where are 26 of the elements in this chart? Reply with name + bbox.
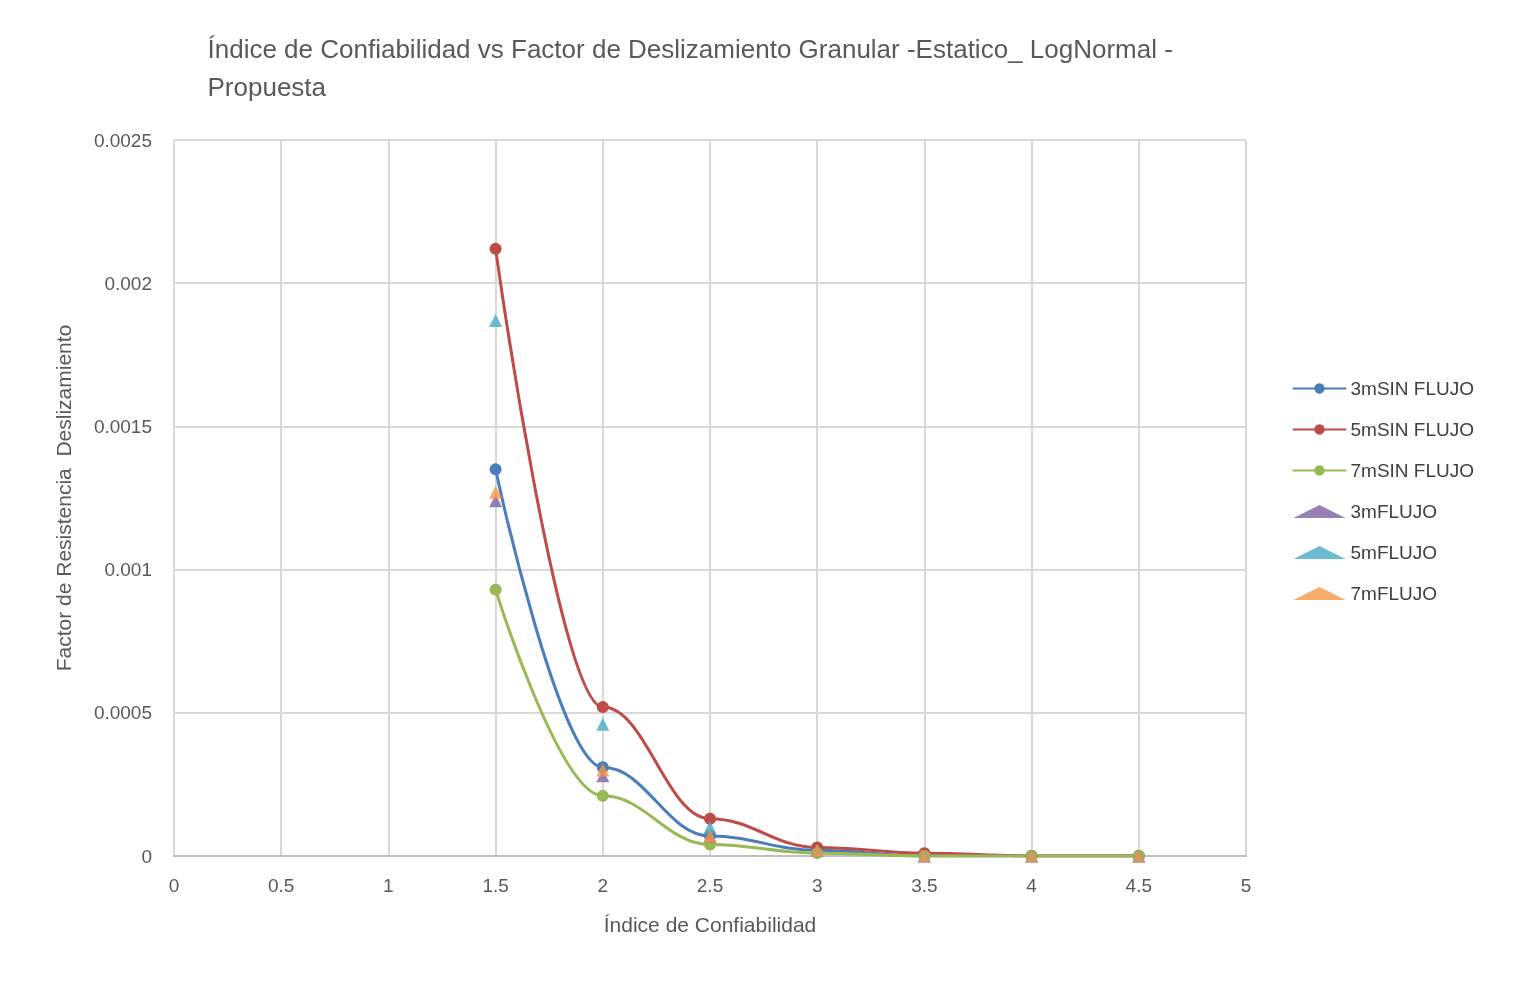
- x-tick-label: 3: [811, 875, 823, 896]
- x-tick-label: 4: [1026, 875, 1038, 896]
- legend-label: 7mFLUJO: [1350, 583, 1438, 604]
- legend-label: 3mSIN FLUJO: [1350, 378, 1475, 399]
- x-tick-label: 0: [168, 875, 180, 896]
- y-tick-label: 0.002: [104, 272, 152, 294]
- legend-label: 3mFLUJO: [1350, 501, 1438, 522]
- legend-label: 7mSIN FLUJO: [1350, 460, 1475, 481]
- y-tick-label: 0.0015: [93, 415, 152, 437]
- x-tick-label: 2.5: [696, 875, 724, 896]
- y-tick-label: 0.001: [104, 559, 152, 581]
- x-tick-label: 4.5: [1125, 875, 1153, 896]
- y-axis-title: Factor de Resistencia Deslizamiento: [52, 324, 75, 672]
- x-tick-label: 2: [597, 875, 609, 896]
- chart-title: Índice de Confiabilidad vs Factor de Deslizamiento Granular -Estatico_ LogNormal - Propuesta: [207, 34, 1181, 102]
- x-tick-label: 5: [1240, 875, 1252, 896]
- legend-label: 5mSIN FLUJO: [1350, 419, 1475, 440]
- x-tick-label: 0.5: [267, 875, 295, 896]
- x-tick-label: 3.5: [911, 875, 938, 896]
- x-tick-label: 1: [383, 875, 394, 896]
- y-tick-label: 0.0025: [93, 129, 152, 151]
- x-tick-label: 1.5: [482, 875, 509, 896]
- legend-label: 5mFLUJO: [1350, 542, 1438, 563]
- y-tick-label: 0: [141, 845, 152, 867]
- y-tick-label: 0.0005: [93, 702, 152, 724]
- x-axis-title: Índice de Confiabilidad: [603, 913, 817, 936]
